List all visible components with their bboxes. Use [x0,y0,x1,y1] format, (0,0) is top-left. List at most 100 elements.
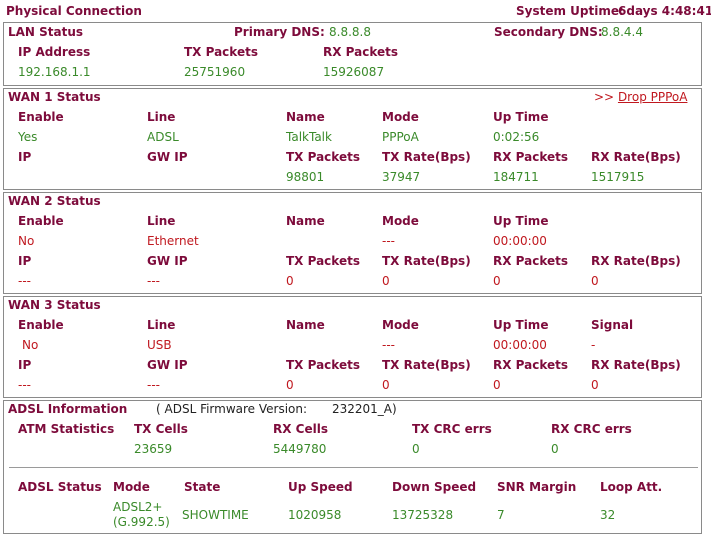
wan1-h-uptime: Up Time [493,110,549,124]
lan-col-tx: TX Packets [184,45,258,59]
wan1-h-txr: TX Rate(Bps) [382,150,471,164]
drop-pppoa-label: Drop PPPoA [617,90,688,104]
adsl-h-rxcells: RX Cells [273,422,328,436]
wan2-h-gwip: GW IP [147,254,188,268]
wan2-h-mode: Mode [382,214,419,228]
adsl-h-txcells: TX Cells [134,422,188,436]
wan1-h-mode: Mode [382,110,419,124]
lan-status-panel [3,22,702,86]
wan1-txp: 98801 [286,170,325,184]
wan2-uptime: 00:00:00 [493,234,547,248]
wan3-h-rxr: RX Rate(Bps) [591,358,681,372]
wan3-h-mode: Mode [382,318,419,332]
wan1-txr: 37947 [382,170,421,184]
adsl-h-state: State [184,480,221,494]
primary-dns-label: Primary DNS: [234,25,325,39]
wan1-h-rxp: RX Packets [493,150,569,164]
uptime-value: 6days 4:48:41 [618,4,711,18]
page-title: Physical Connection [6,4,142,18]
adsl-loop: 32 [600,508,616,522]
lan-status-title: LAN Status [8,25,84,39]
wan2-line: Ethernet [147,234,199,248]
wan2-h-enable: Enable [18,214,64,228]
adsl-h-mode: Mode [113,480,150,494]
wan2-h-ip: IP [18,254,32,268]
drop-pppoa-link[interactable]: >> Drop PPPoA [594,90,687,105]
wan3-mode: --- [382,338,395,352]
adsl-snr: 7 [497,508,505,522]
wan3-gwip: --- [147,378,160,392]
wan3-status-title: WAN 3 Status [8,298,101,312]
adsl-upspeed: 1020958 [288,508,342,522]
lan-tx-value: 25751960 [184,65,246,79]
drop-pppoa-prefix: >> [594,90,615,104]
adsl-txcells: 23659 [134,442,173,456]
wan1-status-panel [3,88,702,190]
wan3-h-enable: Enable [18,318,64,332]
wan2-status-panel [3,192,702,294]
wan3-txr: 0 [382,378,390,392]
wan2-h-uptime: Up Time [493,214,549,228]
wan3-h-uptime: Up Time [493,318,549,332]
wan3-uptime: 00:00:00 [493,338,547,352]
wan1-h-gwip: GW IP [147,150,188,164]
wan1-h-ip: IP [18,150,32,164]
wan3-line: USB [147,338,172,352]
adsl-h-downspeed: Down Speed [392,480,477,494]
lan-col-rx: RX Packets [323,45,399,59]
wan2-h-name: Name [286,214,325,228]
wan2-status-title: WAN 2 Status [8,194,101,208]
wan2-h-txr: TX Rate(Bps) [382,254,471,268]
wan1-uptime: 0:02:56 [493,130,540,144]
atm-statistics-label: ATM Statistics [18,422,115,436]
wan2-txp: 0 [286,274,294,288]
wan1-name: TalkTalk [286,130,332,144]
wan1-rxr: 1517915 [591,170,645,184]
wan3-h-rxp: RX Packets [493,358,569,372]
wan2-h-rxr: RX Rate(Bps) [591,254,681,268]
adsl-h-txcrc: TX CRC errs [412,422,492,436]
adsl-rxcells: 5449780 [273,442,327,456]
adsl-divider [9,467,698,468]
wan1-h-name: Name [286,110,325,124]
wan2-rxr: 0 [591,274,599,288]
wan2-h-rxp: RX Packets [493,254,569,268]
wan3-h-name: Name [286,318,325,332]
adsl-h-upspeed: Up Speed [288,480,353,494]
lan-col-ip: IP Address [18,45,91,59]
wan2-txr: 0 [382,274,390,288]
wan2-rxp: 0 [493,274,501,288]
wan3-h-txr: TX Rate(Bps) [382,358,471,372]
wan1-status-title: WAN 1 Status [8,90,101,104]
adsl-downspeed: 13725328 [392,508,454,522]
adsl-state: SHOWTIME [182,508,249,522]
adsl-mode-line1: ADSL2+ [113,500,163,514]
adsl-txcrc: 0 [412,442,420,456]
wan2-ip: --- [18,274,31,288]
wan3-ip: --- [18,378,31,392]
secondary-dns-value: 8.8.4.4 [601,25,643,39]
wan3-h-txp: TX Packets [286,358,360,372]
adsl-info-title: ADSL Information [8,402,128,416]
wan3-status-panel [3,296,702,398]
lan-rx-value: 15926087 [323,65,385,79]
adsl-h-rxcrc: RX CRC errs [551,422,632,436]
wan1-h-line: Line [147,110,176,124]
adsl-fw-label: ( ADSL Firmware Version: [156,402,308,416]
wan1-rxp: 184711 [493,170,539,184]
adsl-h-snr: SNR Margin [497,480,577,494]
adsl-h-loop: Loop Att. [600,480,663,494]
wan3-enable: No [22,338,39,352]
wan3-rxp: 0 [493,378,501,392]
wan1-h-rxr: RX Rate(Bps) [591,150,681,164]
wan1-h-enable: Enable [18,110,64,124]
wan2-enable: No [18,234,35,248]
wan2-gwip: --- [147,274,160,288]
wan1-h-txp: TX Packets [286,150,360,164]
lan-ip-value: 192.168.1.1 [18,65,91,79]
wan3-h-gwip: GW IP [147,358,188,372]
wan3-h-signal: Signal [591,318,634,332]
adsl-status-label: ADSL Status [18,480,102,494]
wan3-signal: - [591,338,596,352]
wan3-h-ip: IP [18,358,32,372]
